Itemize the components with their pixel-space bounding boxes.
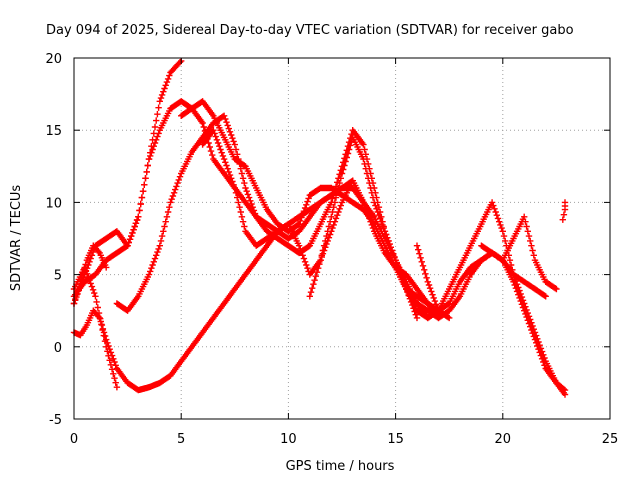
y-tick-label: -5 <box>49 413 62 428</box>
x-tick-label: 10 <box>280 432 297 447</box>
x-tick-label: 5 <box>177 432 185 447</box>
series-track-l <box>413 242 453 322</box>
y-tick-label: 0 <box>54 341 62 356</box>
data-marks <box>70 57 569 398</box>
plus-markers <box>113 112 569 398</box>
y-tick-label: 10 <box>45 196 62 211</box>
x-tick-label: 20 <box>495 432 512 447</box>
plus-markers <box>413 242 453 322</box>
chart-title: Day 094 of 2025, Sidereal Day-to-day VTE… <box>46 23 574 38</box>
x-tick-label: 0 <box>70 432 78 447</box>
series-track-j <box>559 199 569 223</box>
series-track-i <box>478 213 560 293</box>
y-axis-label: SDTVAR / TECUs <box>9 185 24 292</box>
x-tick-label: 15 <box>387 432 404 447</box>
y-axis-ticks: -5 0 5 10 15 20 <box>45 52 610 428</box>
plus-markers <box>306 134 421 322</box>
x-tick-label: 25 <box>602 432 619 447</box>
x-axis-label: GPS time / hours <box>286 459 395 474</box>
series-track-g <box>178 98 442 314</box>
y-tick-label: 20 <box>45 52 62 67</box>
plot-frame <box>73 57 611 420</box>
plus-markers <box>70 177 569 394</box>
y-tick-label: 15 <box>45 124 62 139</box>
series-track-a <box>70 177 569 394</box>
plus-markers <box>478 213 560 293</box>
x-axis-ticks: 0 5 10 15 20 25 <box>70 58 618 447</box>
plus-markers <box>70 264 121 391</box>
series-track-e <box>113 112 569 398</box>
plus-markers <box>559 199 569 223</box>
y-tick-label: 5 <box>54 269 62 284</box>
series-track-b <box>70 264 121 391</box>
series-track-h <box>306 134 421 322</box>
plus-markers <box>178 98 442 314</box>
